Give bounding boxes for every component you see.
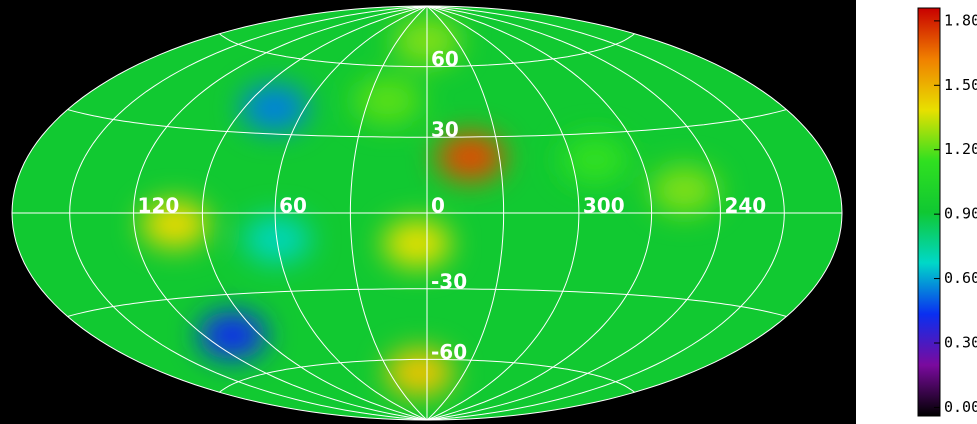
- parallel: [219, 358, 635, 393]
- hotspot: [650, 166, 719, 215]
- hotspot: [436, 132, 505, 181]
- longitude-label: 120: [138, 194, 180, 218]
- hotspot: [240, 84, 309, 133]
- longitude-label: 300: [583, 194, 625, 218]
- latitude-label: -30: [431, 269, 467, 293]
- longitude-label: 240: [724, 194, 766, 218]
- colorbar-tick-label: 0.00: [944, 398, 977, 416]
- hotspot: [353, 76, 422, 125]
- colorbar: [917, 7, 941, 417]
- hotspot: [198, 311, 267, 360]
- latitude-label: 30: [431, 118, 459, 142]
- colorbar-tick-label: 0.30: [944, 333, 977, 351]
- hotspot: [140, 200, 209, 249]
- parallel: [219, 33, 635, 68]
- longitude-label: 60: [279, 194, 307, 218]
- hotspot: [561, 135, 630, 184]
- latitude-label: -60: [431, 340, 467, 364]
- longitude-label: 0: [431, 194, 445, 218]
- parallel: [67, 288, 787, 317]
- hotspot: [385, 348, 454, 397]
- colorbar-tick-label: 1.20: [944, 140, 977, 158]
- latitude-label: 60: [431, 47, 459, 71]
- colorbar-tick-label: 1.50: [944, 76, 977, 94]
- parallel: [67, 109, 787, 138]
- colorbar-tick-label: 0.90: [944, 205, 977, 223]
- hotspot: [382, 219, 451, 268]
- colorbar-tick-label: 0.60: [944, 269, 977, 287]
- colorbar-tick-label: 1.80: [944, 11, 977, 29]
- hotspot-layer: [140, 16, 719, 397]
